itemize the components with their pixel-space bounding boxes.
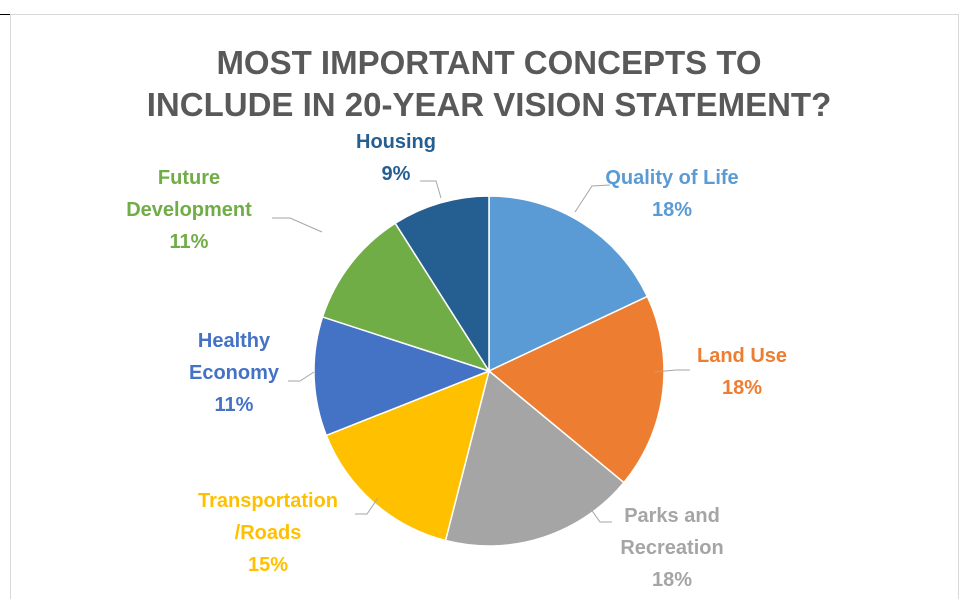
text-line: Development — [126, 199, 252, 221]
text-line: Transportation — [198, 490, 338, 512]
slice-label: Quality of Life — [605, 167, 738, 189]
pie-slice — [325, 369, 491, 542]
text-line: Land Use — [697, 345, 787, 367]
leader-line — [420, 180, 442, 199]
pie-slice — [321, 222, 491, 373]
text-line: MOST IMPORTANT CONCEPTS TO — [216, 44, 761, 81]
pie-slice — [488, 195, 649, 373]
text-line: Future — [158, 167, 220, 189]
pie-slice — [487, 295, 665, 484]
text-line: /Roads — [235, 522, 302, 544]
slice-value-label: 15% — [248, 554, 288, 576]
chart-title: MOST IMPORTANT CONCEPTS TO INCLUDE IN 20-… — [147, 44, 832, 123]
leader-line — [574, 184, 611, 213]
text-line: INCLUDE IN 20-YEAR VISION STATEMENT? — [147, 86, 832, 123]
leader-line — [355, 497, 379, 515]
slice-label: Parks and Recreation — [620, 505, 723, 559]
leader-line — [288, 371, 315, 382]
slice-value-label: 18% — [652, 199, 692, 221]
slice-label: Land Use — [697, 345, 787, 367]
leader-line — [587, 504, 612, 523]
slice-label: Housing — [356, 131, 436, 153]
pie-slice — [394, 195, 490, 374]
text-line: Healthy — [198, 330, 271, 352]
text-line: Economy — [189, 362, 280, 384]
text-line: Housing — [356, 131, 436, 153]
slice-label: Healthy Economy — [189, 330, 280, 384]
pie-slice — [313, 315, 492, 437]
slice-value-label: 18% — [722, 377, 762, 399]
slice-value-label: 11% — [215, 394, 254, 416]
text-line: Parks and — [624, 505, 720, 527]
slice-value-label: 9% — [382, 163, 411, 185]
pie-slice — [444, 369, 625, 547]
leader-line — [272, 217, 323, 233]
text-line: Recreation — [620, 537, 723, 559]
slice-value-label: 11% — [170, 231, 209, 253]
slice-label: Future Development — [126, 167, 252, 221]
slice-label: Transportation/Roads — [198, 490, 338, 544]
leader-line — [654, 369, 690, 373]
slice-value-label: 18% — [652, 569, 692, 591]
text-line: Quality of Life — [605, 167, 738, 189]
